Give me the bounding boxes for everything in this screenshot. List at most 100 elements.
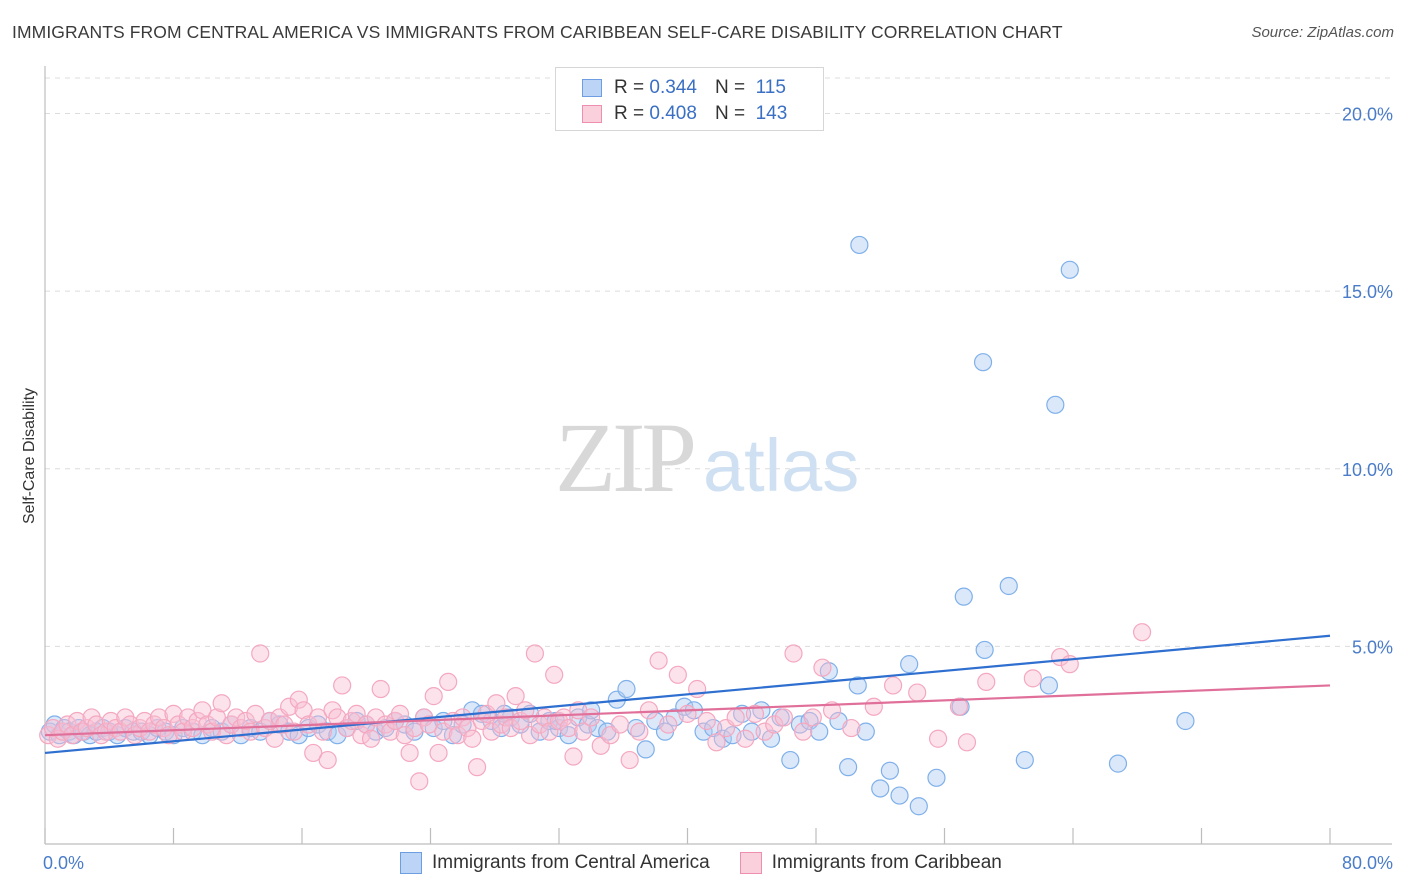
data-point-caribbean bbox=[525, 644, 545, 663]
data-point-caribbean bbox=[803, 708, 822, 727]
data-point-caribbean bbox=[424, 687, 443, 706]
legend-row-caribbean: R = 0.408 N = 143 bbox=[582, 102, 787, 126]
data-point-central-america bbox=[1046, 395, 1065, 414]
legend-n-value: 115 bbox=[755, 77, 786, 98]
data-point-central-america bbox=[781, 750, 800, 770]
data-point-caribbean bbox=[251, 644, 270, 663]
legend-label-caribbean: Immigrants from Caribbean bbox=[771, 852, 1002, 873]
data-point-caribbean bbox=[395, 726, 414, 745]
legend-r-value: 0.344 bbox=[649, 77, 697, 98]
data-point-caribbean bbox=[736, 729, 755, 748]
data-point-caribbean bbox=[794, 722, 813, 741]
data-point-central-america bbox=[880, 761, 899, 780]
data-point-caribbean bbox=[164, 704, 183, 723]
data-point-caribbean bbox=[58, 715, 77, 734]
data-point-caribbean bbox=[610, 715, 630, 734]
gridlines bbox=[45, 77, 1392, 647]
data-point-caribbean bbox=[755, 722, 774, 741]
x-tick-label: 80.0% bbox=[1342, 853, 1393, 873]
legend-n-value: 143 bbox=[755, 103, 788, 124]
data-point-central-america bbox=[927, 768, 946, 787]
legend-n-label: N = bbox=[714, 77, 746, 98]
data-point-caribbean bbox=[212, 694, 231, 713]
data-point-caribbean bbox=[304, 743, 323, 763]
data-point-caribbean bbox=[202, 722, 222, 741]
data-point-caribbean bbox=[573, 722, 593, 741]
data-point-caribbean bbox=[68, 711, 87, 731]
data-point-central-america bbox=[848, 676, 867, 695]
data-point-caribbean bbox=[381, 722, 400, 741]
data-point-caribbean bbox=[318, 750, 337, 770]
data-point-central-america bbox=[975, 640, 994, 660]
data-point-central-america bbox=[900, 655, 919, 674]
data-point-caribbean bbox=[265, 729, 284, 748]
data-point-caribbean bbox=[813, 658, 832, 677]
data-point-caribbean bbox=[207, 708, 226, 727]
data-point-caribbean bbox=[467, 758, 487, 777]
legend-item-caribbean[interactable]: Immigrants from Caribbean bbox=[739, 852, 1002, 874]
trend-line-central-america bbox=[44, 634, 1331, 755]
data-point-caribbean bbox=[554, 708, 573, 727]
data-point-caribbean bbox=[280, 697, 299, 716]
data-point-central-america bbox=[636, 740, 655, 759]
y-tick-label: 20.0% bbox=[1342, 105, 1393, 125]
data-point-caribbean bbox=[361, 729, 381, 748]
data-point-caribbean bbox=[707, 733, 726, 752]
data-point-caribbean bbox=[501, 718, 520, 738]
data-point-central-america bbox=[973, 353, 993, 372]
data-point-caribbean bbox=[289, 690, 308, 709]
data-point-caribbean bbox=[957, 733, 977, 752]
data-point-caribbean bbox=[545, 665, 564, 684]
trend-lines bbox=[44, 634, 1331, 755]
legend-swatch-pink bbox=[739, 852, 762, 874]
data-point-caribbean bbox=[784, 644, 803, 663]
legend-item-central-america[interactable]: Immigrants from Central America bbox=[400, 852, 710, 874]
data-point-caribbean bbox=[977, 672, 996, 692]
data-point-caribbean bbox=[352, 726, 371, 745]
data-point-caribbean bbox=[582, 708, 601, 727]
source-label: Source: ZipAtlas.com bbox=[1251, 24, 1394, 41]
data-point-caribbean bbox=[928, 729, 948, 748]
y-tick-label: 5.0% bbox=[1352, 637, 1393, 657]
chart-title: IMMIGRANTS FROM CENTRAL AMERICA VS IMMIG… bbox=[12, 22, 1063, 42]
data-point-central-america bbox=[1039, 676, 1059, 695]
tick-labels: 5.0% 10.0% 15.0% 20.0% 0.0% 80.0% bbox=[43, 105, 1393, 873]
data-point-caribbean bbox=[193, 701, 212, 720]
data-point-central-america bbox=[856, 722, 875, 741]
data-point-caribbean bbox=[178, 708, 198, 727]
data-point-central-america bbox=[742, 722, 761, 741]
data-point-central-america bbox=[270, 715, 289, 734]
data-point-caribbean bbox=[227, 708, 246, 727]
data-point-central-america bbox=[559, 726, 578, 745]
legend-swatch-pink bbox=[582, 105, 602, 123]
data-point-caribbean bbox=[678, 704, 697, 723]
data-point-caribbean bbox=[439, 672, 458, 692]
legend-r-value: 0.408 bbox=[649, 103, 697, 124]
data-point-caribbean bbox=[726, 708, 745, 727]
data-point-caribbean bbox=[246, 704, 265, 723]
series-legend: Immigrants from Central America Immigran… bbox=[400, 852, 1032, 874]
data-point-caribbean bbox=[822, 701, 842, 720]
data-point-central-america bbox=[954, 587, 973, 606]
data-point-caribbean bbox=[43, 718, 63, 738]
trend-line-caribbean bbox=[44, 684, 1331, 737]
data-point-caribbean bbox=[559, 718, 578, 738]
x-tick-label: 0.0% bbox=[43, 853, 84, 873]
y-tick-label: 15.0% bbox=[1342, 282, 1393, 302]
data-point-caribbean bbox=[842, 718, 861, 738]
legend-swatch-blue bbox=[400, 852, 422, 874]
data-point-central-america bbox=[909, 797, 928, 816]
data-point-central-america bbox=[617, 679, 636, 699]
data-point-caribbean bbox=[294, 701, 313, 720]
data-point-central-america bbox=[1108, 754, 1128, 773]
data-point-caribbean bbox=[429, 743, 448, 763]
data-point-caribbean bbox=[535, 708, 554, 727]
data-point-caribbean bbox=[236, 711, 255, 731]
data-point-caribbean bbox=[765, 715, 784, 734]
data-point-caribbean bbox=[482, 722, 501, 741]
data-point-central-america bbox=[761, 729, 781, 748]
data-point-caribbean bbox=[620, 750, 639, 770]
data-point-caribbean bbox=[864, 697, 883, 716]
data-point-caribbean bbox=[630, 722, 649, 741]
data-point-caribbean bbox=[668, 665, 687, 684]
